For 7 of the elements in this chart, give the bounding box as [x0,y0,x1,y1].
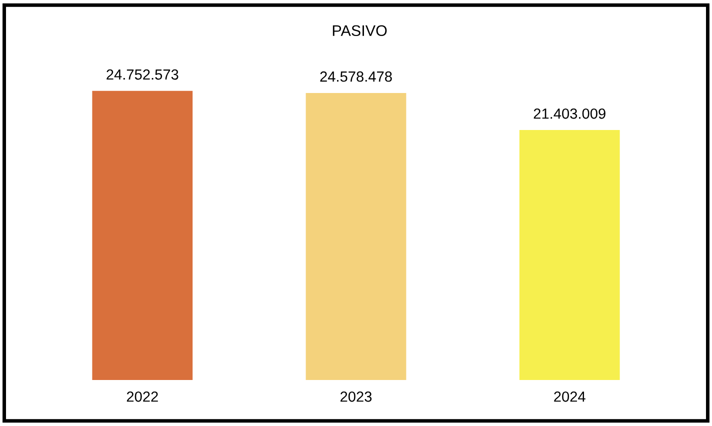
data-label: 24.752.573 [106,69,178,80]
x-tick-label: 2022 [126,391,158,402]
x-tick-label: 2024 [554,391,586,402]
data-label: 24.578.478 [320,71,392,82]
x-tick-label: 2023 [340,391,372,402]
data-label: 21.403.009 [534,108,606,119]
chart-title: PASIVO [332,25,387,36]
